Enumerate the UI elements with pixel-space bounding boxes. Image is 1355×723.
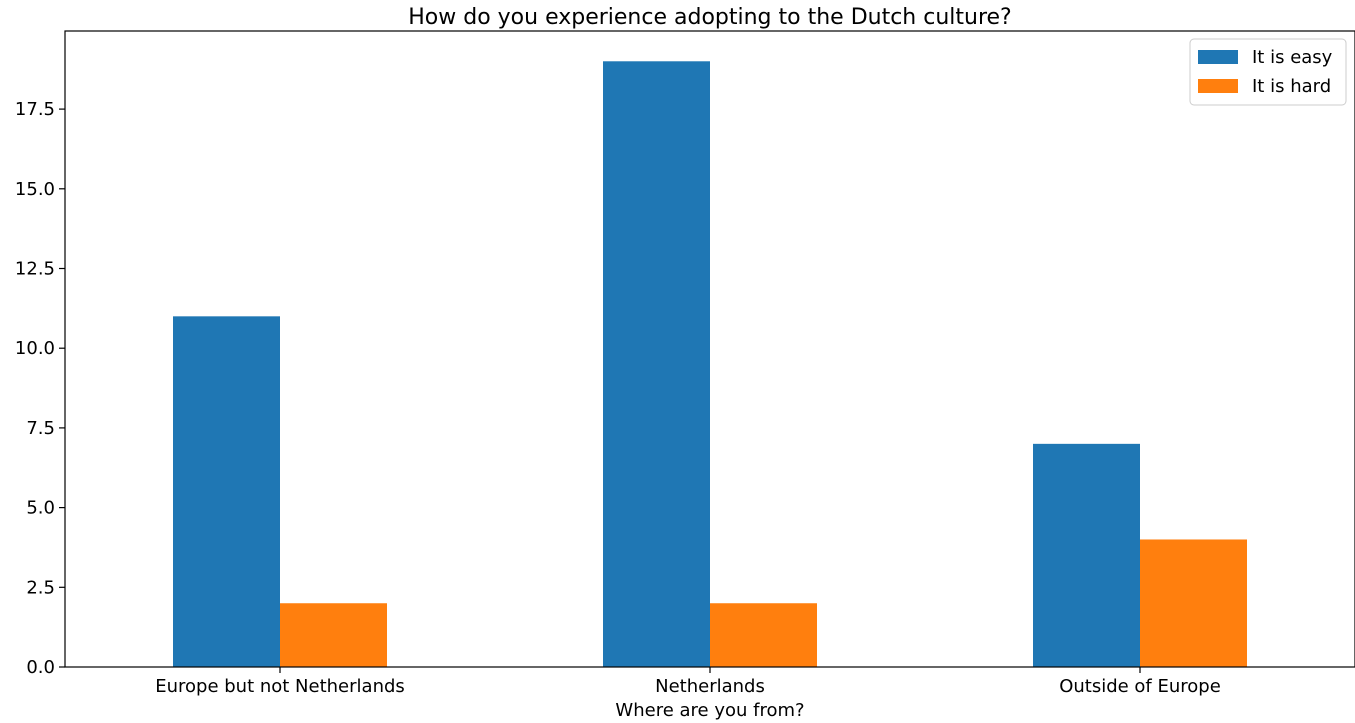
- y-tick-label: 7.5: [26, 418, 55, 439]
- legend-label-0: It is easy: [1252, 47, 1333, 68]
- legend-label-1: It is hard: [1252, 76, 1331, 97]
- legend-swatch-0: [1198, 50, 1238, 64]
- bar-easy-2: [1033, 443, 1140, 667]
- y-axis: 0.0 2.5 5.0 7.5 10.0 12.5 15.0 17.5: [15, 99, 65, 678]
- x-axis-label: Where are you from?: [615, 700, 804, 721]
- y-tick-label: 2.5: [26, 577, 55, 598]
- bar-hard-1: [710, 603, 817, 667]
- x-tick-label: Europe but not Netherlands: [155, 676, 405, 697]
- x-tick-label: Outside of Europe: [1059, 676, 1221, 697]
- x-tick-label: Netherlands: [655, 676, 765, 697]
- y-tick-label: 10.0: [15, 338, 55, 359]
- legend: It is easy It is hard: [1189, 38, 1347, 106]
- chart-title: How do you experience adopting to the Du…: [408, 5, 1011, 30]
- bar-hard-2: [1140, 539, 1247, 667]
- y-tick-label: 15.0: [15, 179, 55, 200]
- bar-easy-0: [173, 316, 280, 667]
- x-axis: Europe but not Netherlands Netherlands Out…: [155, 667, 1221, 697]
- y-tick-label: 0.0: [26, 657, 55, 678]
- y-tick-label: 12.5: [15, 259, 55, 280]
- bars-group: [173, 61, 1247, 668]
- bar-hard-0: [280, 603, 387, 667]
- y-tick-label: 17.5: [15, 99, 55, 120]
- legend-swatch-1: [1198, 79, 1238, 93]
- bar-easy-1: [603, 61, 710, 668]
- y-tick-label: 5.0: [26, 498, 55, 519]
